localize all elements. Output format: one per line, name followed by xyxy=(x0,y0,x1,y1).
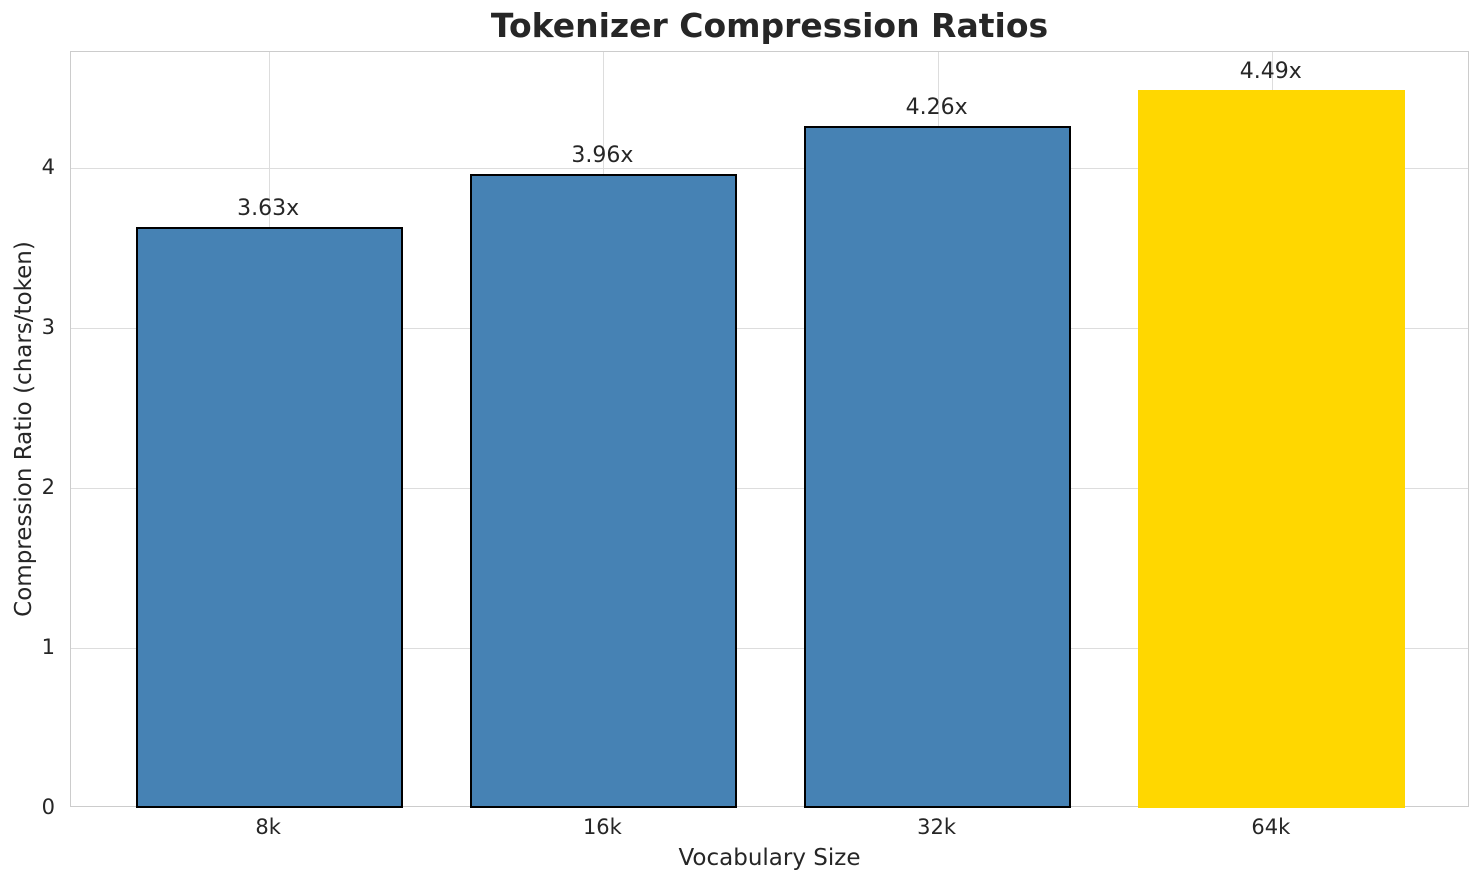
horizontal-gridline xyxy=(71,328,1468,329)
x-tick-label-8k: 8k xyxy=(255,815,281,839)
horizontal-gridline xyxy=(71,648,1468,649)
y-tick-label: 0 xyxy=(41,795,55,819)
horizontal-gridline xyxy=(71,488,1468,489)
bar-8k xyxy=(135,227,403,808)
x-tick-label-16k: 16k xyxy=(582,815,622,839)
x-tick-label-64k: 64k xyxy=(1251,815,1291,839)
bar-value-label: 3.63x xyxy=(237,196,300,222)
y-tick-label: 2 xyxy=(41,475,55,499)
y-tick-label: 1 xyxy=(41,635,55,659)
bar-16k xyxy=(469,174,738,808)
bar-value-label: 4.26x xyxy=(905,95,968,121)
bar-value-label: 4.49x xyxy=(1239,58,1302,84)
plot-area xyxy=(70,51,1469,808)
y-axis-label: Compression Ratio (chars/token) xyxy=(11,241,37,617)
y-tick-label: 4 xyxy=(41,155,55,179)
y-tick-label: 3 xyxy=(41,315,55,339)
bar-32k xyxy=(803,126,1072,808)
horizontal-gridline xyxy=(71,168,1468,169)
bar-64k xyxy=(1138,89,1406,808)
chart-title: Tokenizer Compression Ratios xyxy=(490,6,1049,45)
x-tick-label-32k: 32k xyxy=(917,815,957,839)
x-axis-label: Vocabulary Size xyxy=(678,845,861,871)
bar-value-label: 3.96x xyxy=(571,143,634,169)
